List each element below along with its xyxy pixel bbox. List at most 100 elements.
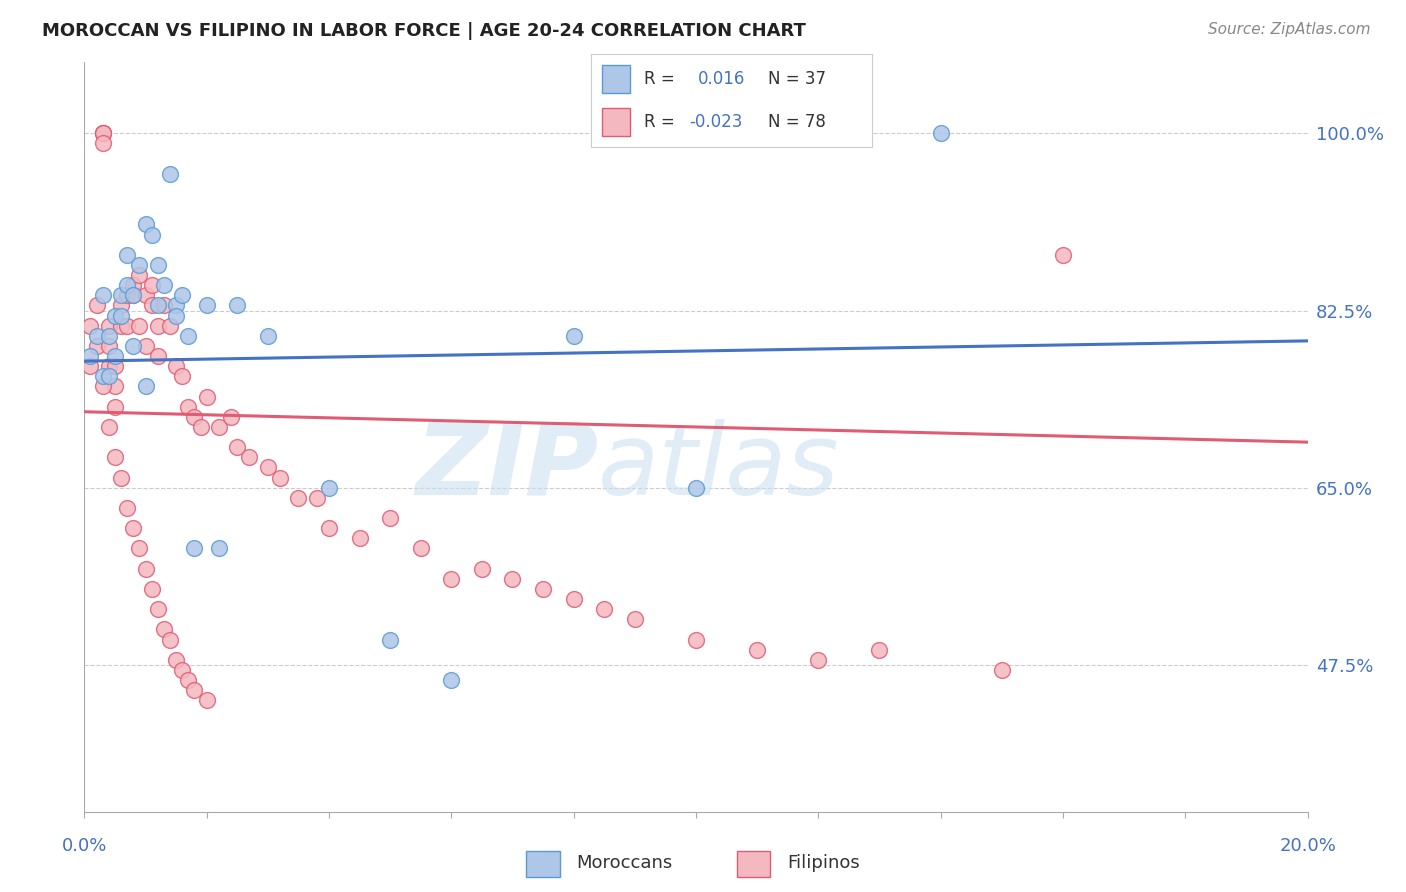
Point — [380, 511, 402, 525]
Point — [110, 318, 132, 333]
Point — [172, 369, 194, 384]
Point — [153, 298, 176, 312]
Point — [195, 390, 218, 404]
Bar — [737, 851, 770, 877]
Point — [159, 632, 181, 647]
Point — [318, 521, 340, 535]
Point — [115, 248, 138, 262]
Point — [104, 450, 127, 465]
Point — [562, 592, 585, 607]
Point — [141, 582, 163, 596]
Text: 0.0%: 0.0% — [62, 837, 107, 855]
Point — [91, 126, 114, 140]
Point — [349, 532, 371, 546]
Point — [86, 328, 108, 343]
Point — [122, 278, 145, 293]
Text: N = 37: N = 37 — [768, 70, 825, 87]
Point — [257, 460, 280, 475]
Point — [1052, 248, 1074, 262]
Point — [153, 623, 176, 637]
Point — [122, 339, 145, 353]
Point — [79, 359, 101, 374]
Point — [159, 167, 181, 181]
Point — [257, 328, 280, 343]
Bar — [602, 65, 630, 93]
Point — [104, 379, 127, 393]
Text: ZIP: ZIP — [415, 418, 598, 516]
Text: R =: R = — [644, 113, 675, 131]
Text: -0.023: -0.023 — [689, 113, 742, 131]
Point — [183, 683, 205, 698]
Text: Source: ZipAtlas.com: Source: ZipAtlas.com — [1208, 22, 1371, 37]
Point — [685, 632, 707, 647]
Point — [208, 541, 231, 556]
Point — [172, 288, 194, 302]
Point — [190, 420, 212, 434]
Point — [593, 602, 616, 616]
Point — [195, 298, 218, 312]
Point — [929, 126, 952, 140]
Text: R =: R = — [644, 70, 675, 87]
Point — [172, 663, 194, 677]
Point — [747, 642, 769, 657]
Point — [177, 673, 200, 687]
Point — [91, 379, 114, 393]
Point — [97, 318, 120, 333]
Text: 0.016: 0.016 — [697, 70, 745, 87]
Point — [159, 318, 181, 333]
Point — [104, 359, 127, 374]
Point — [287, 491, 309, 505]
Point — [135, 379, 157, 393]
Point — [141, 227, 163, 242]
Point — [165, 309, 187, 323]
Point — [79, 318, 101, 333]
Point — [380, 632, 402, 647]
Point — [165, 653, 187, 667]
Point — [91, 288, 114, 302]
Point — [183, 541, 205, 556]
Point — [226, 298, 249, 312]
Point — [86, 339, 108, 353]
Point — [91, 126, 114, 140]
Point — [135, 562, 157, 576]
Point — [183, 409, 205, 424]
Point — [238, 450, 260, 465]
Text: 20.0%: 20.0% — [1279, 837, 1336, 855]
Point — [208, 420, 231, 434]
Point — [115, 288, 138, 302]
Point — [991, 663, 1014, 677]
Point — [86, 298, 108, 312]
Point — [97, 328, 120, 343]
Point — [97, 369, 120, 384]
Point — [562, 328, 585, 343]
Point — [141, 298, 163, 312]
Point — [269, 470, 291, 484]
Point — [531, 582, 554, 596]
Point — [471, 562, 494, 576]
Point — [440, 673, 463, 687]
Point — [165, 359, 187, 374]
Point — [97, 359, 120, 374]
Point — [91, 126, 114, 140]
Point — [146, 318, 169, 333]
Point — [146, 349, 169, 363]
Point — [219, 409, 242, 424]
Point — [146, 602, 169, 616]
Point — [502, 572, 524, 586]
Text: MOROCCAN VS FILIPINO IN LABOR FORCE | AGE 20-24 CORRELATION CHART: MOROCCAN VS FILIPINO IN LABOR FORCE | AG… — [42, 22, 806, 40]
Point — [146, 298, 169, 312]
Point — [624, 612, 647, 626]
Point — [177, 400, 200, 414]
Text: N = 78: N = 78 — [768, 113, 825, 131]
Point — [128, 258, 150, 272]
Point — [122, 288, 145, 302]
Point — [165, 298, 187, 312]
Point — [104, 309, 127, 323]
Point — [195, 693, 218, 707]
Point — [135, 218, 157, 232]
Point — [135, 288, 157, 302]
Text: Filipinos: Filipinos — [787, 854, 860, 872]
Point — [110, 470, 132, 484]
Point — [153, 278, 176, 293]
Point — [128, 318, 150, 333]
